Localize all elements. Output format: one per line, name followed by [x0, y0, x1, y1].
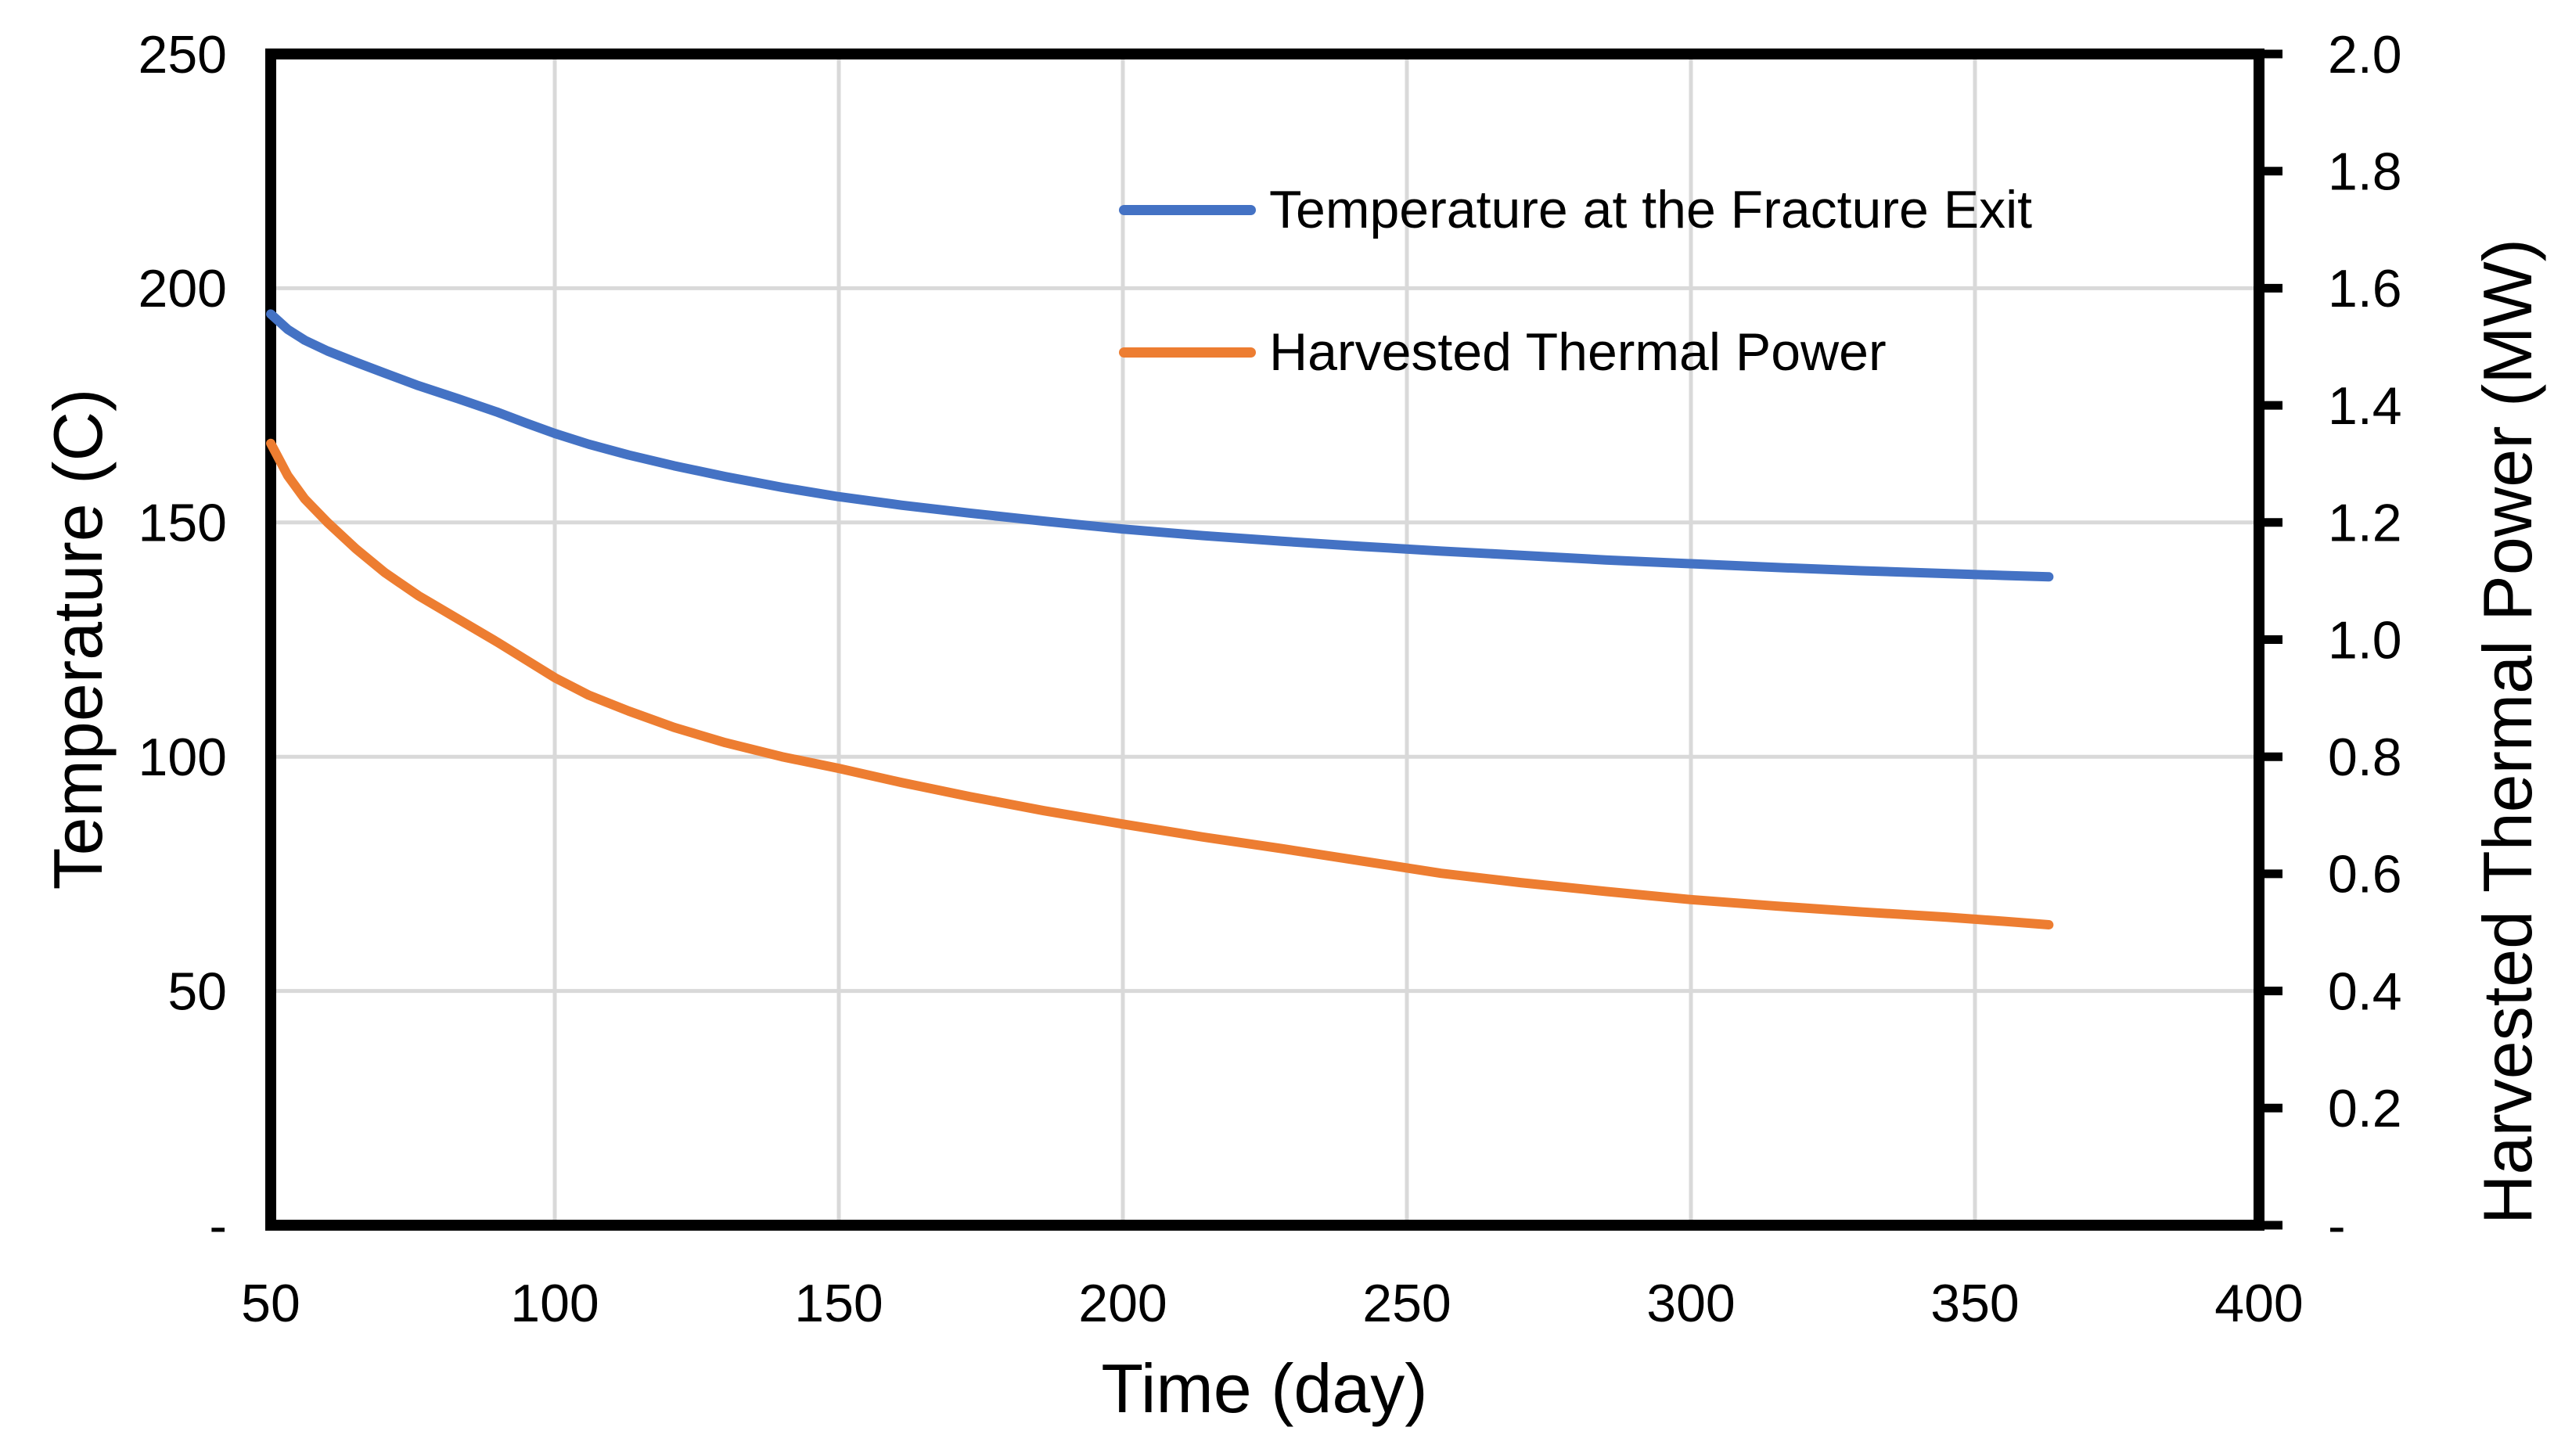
legend-line-swatch-orange	[1119, 347, 1256, 358]
y-axis-right-tick-label: -	[2328, 1196, 2346, 1256]
legend-label: Harvested Thermal Power	[1269, 322, 1887, 382]
x-axis-title: Time (day)	[1101, 1350, 1428, 1427]
y-axis-left-tick-label: 50	[167, 962, 227, 1021]
series-line-power	[266, 438, 2054, 930]
y-axis-right-title: Harvested Thermal Power (MW)	[2469, 239, 2546, 1224]
y-axis-left-tick-label: 200	[138, 259, 227, 318]
series-line-temperature	[266, 309, 2054, 582]
y-axis-right-tick-label: 0.8	[2328, 728, 2402, 787]
legend-item-temperature: Temperature at the Fracture Exit	[1119, 183, 2032, 236]
y-axis-left-tick-label: 100	[138, 728, 227, 787]
y-axis-right-tick-label: 0.6	[2328, 845, 2402, 904]
x-axis-tick-label: 300	[1646, 1274, 1735, 1333]
y-axis-left-tick-label: 150	[138, 494, 227, 553]
x-axis-tick-label: 400	[2214, 1274, 2303, 1333]
x-axis-tick-label: 100	[510, 1274, 599, 1333]
y-axis-right-tick-label: 1.4	[2328, 376, 2402, 436]
y-axis-left-title: Temperature (C)	[39, 388, 117, 890]
y-axis-right-tick-label: 1.0	[2328, 610, 2402, 670]
x-axis-tick-label: 350	[1930, 1274, 2019, 1333]
x-axis-tick-label: 50	[241, 1274, 300, 1333]
y-axis-right-tick-label: 2.0	[2328, 25, 2402, 84]
legend-line-swatch-blue	[1119, 204, 1256, 215]
x-axis-tick-label: 150	[794, 1274, 883, 1333]
legend-label: Temperature at the Fracture Exit	[1269, 180, 2033, 239]
y-axis-left-tick-label: -	[209, 1196, 227, 1256]
y-axis-right-tick-label: 1.8	[2328, 142, 2402, 202]
y-axis-right-tick-label: 1.2	[2328, 494, 2402, 553]
y-axis-left-tick-label: 250	[138, 25, 227, 84]
y-axis-right-tick-label: 0.2	[2328, 1079, 2402, 1138]
legend-item-power: Harvested Thermal Power	[1119, 325, 1887, 379]
y-axis-right-tick-label: 1.6	[2328, 259, 2402, 318]
plot-border	[265, 49, 2264, 1231]
x-axis-tick-label: 200	[1078, 1274, 1167, 1333]
x-axis-tick-label: 250	[1362, 1274, 1451, 1333]
y-axis-right-tick-label: 0.4	[2328, 962, 2402, 1021]
